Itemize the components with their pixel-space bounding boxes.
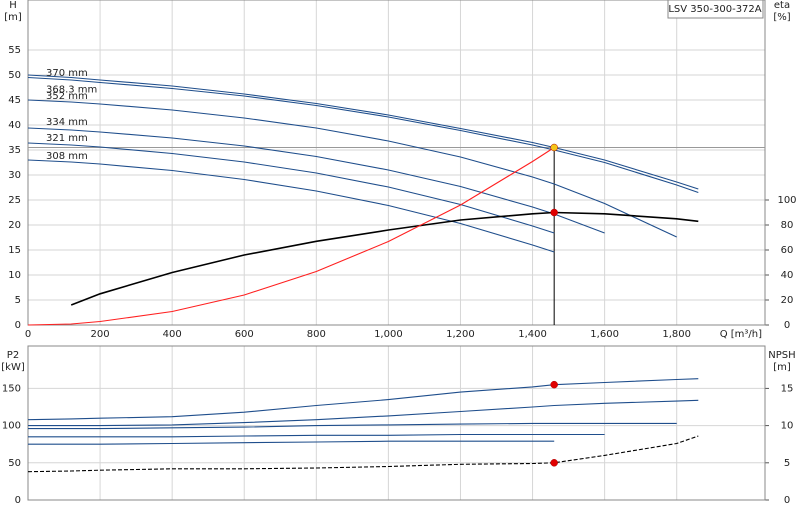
y2-axis-label: eta [774,0,790,11]
x-tick-label: 600 [235,329,254,340]
y2-axis-label: NPSH [768,350,795,361]
curve [28,440,555,445]
y2-tick-label: 20 [781,295,794,306]
curve [27,76,699,194]
y-axis-label: P2 [7,350,19,361]
x-tick-label: 0 [25,329,31,340]
chart-title: LSV 350-300-372A [668,4,761,15]
y2-tick-label: 5 [784,458,790,469]
y-tick-label: 50 [8,458,21,469]
curve [28,433,605,438]
y2-tick-label: 40 [781,270,794,281]
curve [28,399,699,427]
curve-label: 308 mm [46,151,88,162]
title-box [667,0,764,19]
x-tick-label: 1,400 [518,329,547,340]
y-axis-unit: [m] [4,12,22,23]
curve [27,142,555,234]
y2-axis-unit: [m] [773,362,791,373]
plot-frame [27,0,766,326]
x-tick-label: 1,000 [374,329,403,340]
x-tick-label: 1,600 [590,329,619,340]
x-tick-label: 1,800 [662,329,691,340]
y2-tick-label: 10 [781,421,794,432]
y-tick-label: 100 [2,421,21,432]
plot-frame [27,345,766,501]
x-tick-label: 1,200 [446,329,475,340]
y-tick-label: 15 [8,245,21,256]
curve [27,147,555,326]
curve [70,211,699,306]
curve-label: 368.3 mm [46,85,97,96]
y2-tick-label: 60 [781,245,794,256]
y-tick-label: 0 [15,320,21,331]
curve [27,99,677,238]
y-tick-label: 50 [8,70,21,81]
y2-tick-label: 0 [784,320,790,331]
y2-tick-label: 15 [781,383,794,394]
curve-label: 334 mm [46,117,88,128]
y-axis-label: H [9,0,17,11]
y-tick-label: 40 [8,120,21,131]
y-tick-label: 45 [8,95,21,106]
curve [27,435,699,473]
duty-point [550,208,558,217]
y-tick-label: 25 [8,195,21,206]
curve-label: 370 mm [46,68,88,79]
curve [27,159,555,253]
curve [28,422,677,430]
y-tick-label: 30 [8,170,21,181]
y-tick-label: 5 [15,295,21,306]
y-tick-label: 150 [2,383,21,394]
y-tick-label: 35 [8,145,21,156]
x-axis-label: Q [m³/h] [720,329,762,340]
curve-label: 321 mm [46,133,88,144]
curve [27,378,699,421]
y-tick-label: 0 [15,495,21,506]
curve-label: 352 mm [46,91,88,102]
curve [27,74,699,190]
duty-point [550,459,558,467]
y-tick-label: 10 [8,270,21,281]
y2-tick-label: 0 [784,495,790,506]
duty-point [550,380,558,389]
curve [27,127,605,234]
x-tick-label: 200 [91,329,110,340]
y-axis-unit: [kW] [1,362,25,373]
x-tick-label: 400 [163,329,182,340]
y-tick-label: 55 [8,45,21,56]
y2-tick-label: 100 [777,195,796,206]
y2-axis-unit: [%] [773,12,790,23]
x-tick-label: 800 [307,329,326,340]
y-tick-label: 20 [8,220,21,231]
y2-tick-label: 80 [781,220,794,231]
duty-point [550,143,558,152]
